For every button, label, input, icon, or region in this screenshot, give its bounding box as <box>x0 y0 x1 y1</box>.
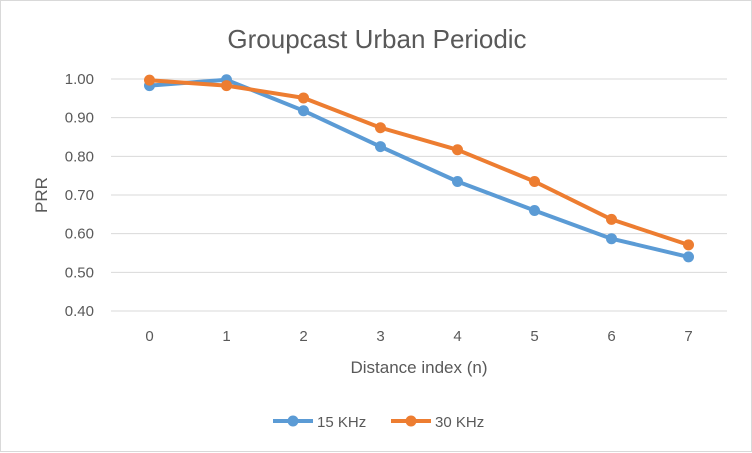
gridlines <box>111 78 727 312</box>
x-tick-label: 7 <box>684 328 692 345</box>
data-point <box>144 74 155 86</box>
y-axis-label: PRR <box>32 177 51 213</box>
y-tick-label: 0.90 <box>65 110 94 127</box>
y-tick-label: 0.60 <box>65 226 94 243</box>
data-point <box>452 175 463 187</box>
legend-label-15khz: 15 KHz <box>317 414 366 431</box>
data-point <box>375 141 386 153</box>
series-lines <box>144 74 694 263</box>
x-tick-label: 4 <box>453 328 461 345</box>
data-point <box>606 213 617 225</box>
x-axis-ticks: 0 1 2 3 4 5 6 7 <box>145 328 692 345</box>
data-point <box>375 122 386 134</box>
series-line <box>147 78 691 247</box>
legend-item-15khz: 15 KHz <box>273 414 366 431</box>
y-tick-label: 0.50 <box>65 264 94 281</box>
x-tick-label: 3 <box>376 328 384 345</box>
y-axis-ticks: 0.40 0.50 0.60 0.70 0.80 0.90 1.00 <box>65 71 94 320</box>
data-point <box>683 251 694 263</box>
data-point <box>606 233 617 245</box>
legend-marker-30khz <box>405 415 417 427</box>
data-point <box>683 239 694 251</box>
x-tick-label: 2 <box>299 328 307 345</box>
x-tick-label: 5 <box>530 328 538 345</box>
data-point <box>529 175 540 187</box>
y-tick-label: 0.40 <box>65 303 94 320</box>
data-point <box>298 105 309 117</box>
x-tick-label: 6 <box>607 328 615 345</box>
series-line <box>147 77 691 259</box>
x-tick-label: 1 <box>222 328 230 345</box>
y-tick-label: 1.00 <box>65 71 94 88</box>
data-point <box>452 144 463 156</box>
data-point <box>221 80 232 92</box>
legend-label-30khz: 30 KHz <box>435 414 484 431</box>
legend: 15 KHz 30 KHz <box>273 414 484 431</box>
chart-title: Groupcast Urban Periodic <box>227 24 526 54</box>
data-point <box>298 92 309 104</box>
y-tick-label: 0.70 <box>65 187 94 204</box>
legend-marker-15khz <box>287 415 299 427</box>
data-point <box>529 204 540 216</box>
series-1 <box>144 74 694 251</box>
x-tick-label: 0 <box>145 328 153 345</box>
y-tick-label: 0.80 <box>65 148 94 165</box>
legend-item-30khz: 30 KHz <box>391 414 484 431</box>
x-axis-label: Distance index (n) <box>350 358 487 377</box>
